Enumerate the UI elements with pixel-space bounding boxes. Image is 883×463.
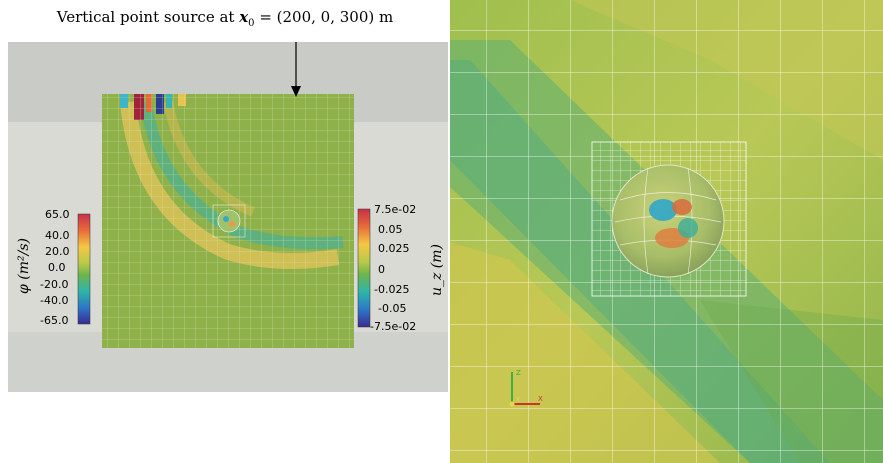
annotation-value: = (200, 0, 300) m (254, 8, 394, 26)
cb-left-label-1: 40.0 (45, 229, 70, 242)
cb-left-label-5: -40.0 (40, 294, 69, 307)
source-annotation: Vertical point source at x0 = (200, 0, 3… (0, 8, 450, 29)
axis-y-label: Y (515, 396, 521, 404)
axis-z-label: Z (516, 369, 521, 377)
cb-left-label-2: 20.0 (45, 245, 70, 258)
cb-left-label-3: 0.0 (48, 261, 66, 274)
cb-right-title: u_z (m) (429, 243, 445, 297)
zoomed-field-svg: Z X Y (450, 0, 883, 463)
cb-right-label-6: -7.5e-02 (370, 320, 417, 333)
axes-gizmo (509, 372, 540, 407)
cb-left-label-0: 65.0 (45, 208, 70, 221)
zoomed-view: Z X Y (450, 0, 883, 463)
annotation-prefix: Vertical point source at (56, 8, 240, 26)
cb-left-label-6: -65.0 (40, 314, 69, 327)
cb-right-label-1: 0.05 (378, 223, 403, 236)
cb-left-label-4: -20.0 (40, 278, 69, 291)
cb-right-label-5: -0.05 (378, 302, 407, 315)
cb-right-label-2: 0.025 (378, 242, 410, 255)
annotation-vector: x (239, 8, 249, 26)
left-panel: Vertical point source at x0 = (200, 0, 3… (0, 8, 450, 392)
cb-right-label-3: 0 (378, 263, 385, 276)
annotation-sub: 0 (248, 18, 255, 29)
cb-right-label-0: 7.5e-02 (374, 203, 417, 216)
cb-left-title: φ (m²/s) (16, 238, 32, 294)
cb-right-label-4: -0.025 (374, 283, 410, 296)
domain-view (8, 42, 448, 392)
axis-x-label: X (538, 395, 543, 403)
